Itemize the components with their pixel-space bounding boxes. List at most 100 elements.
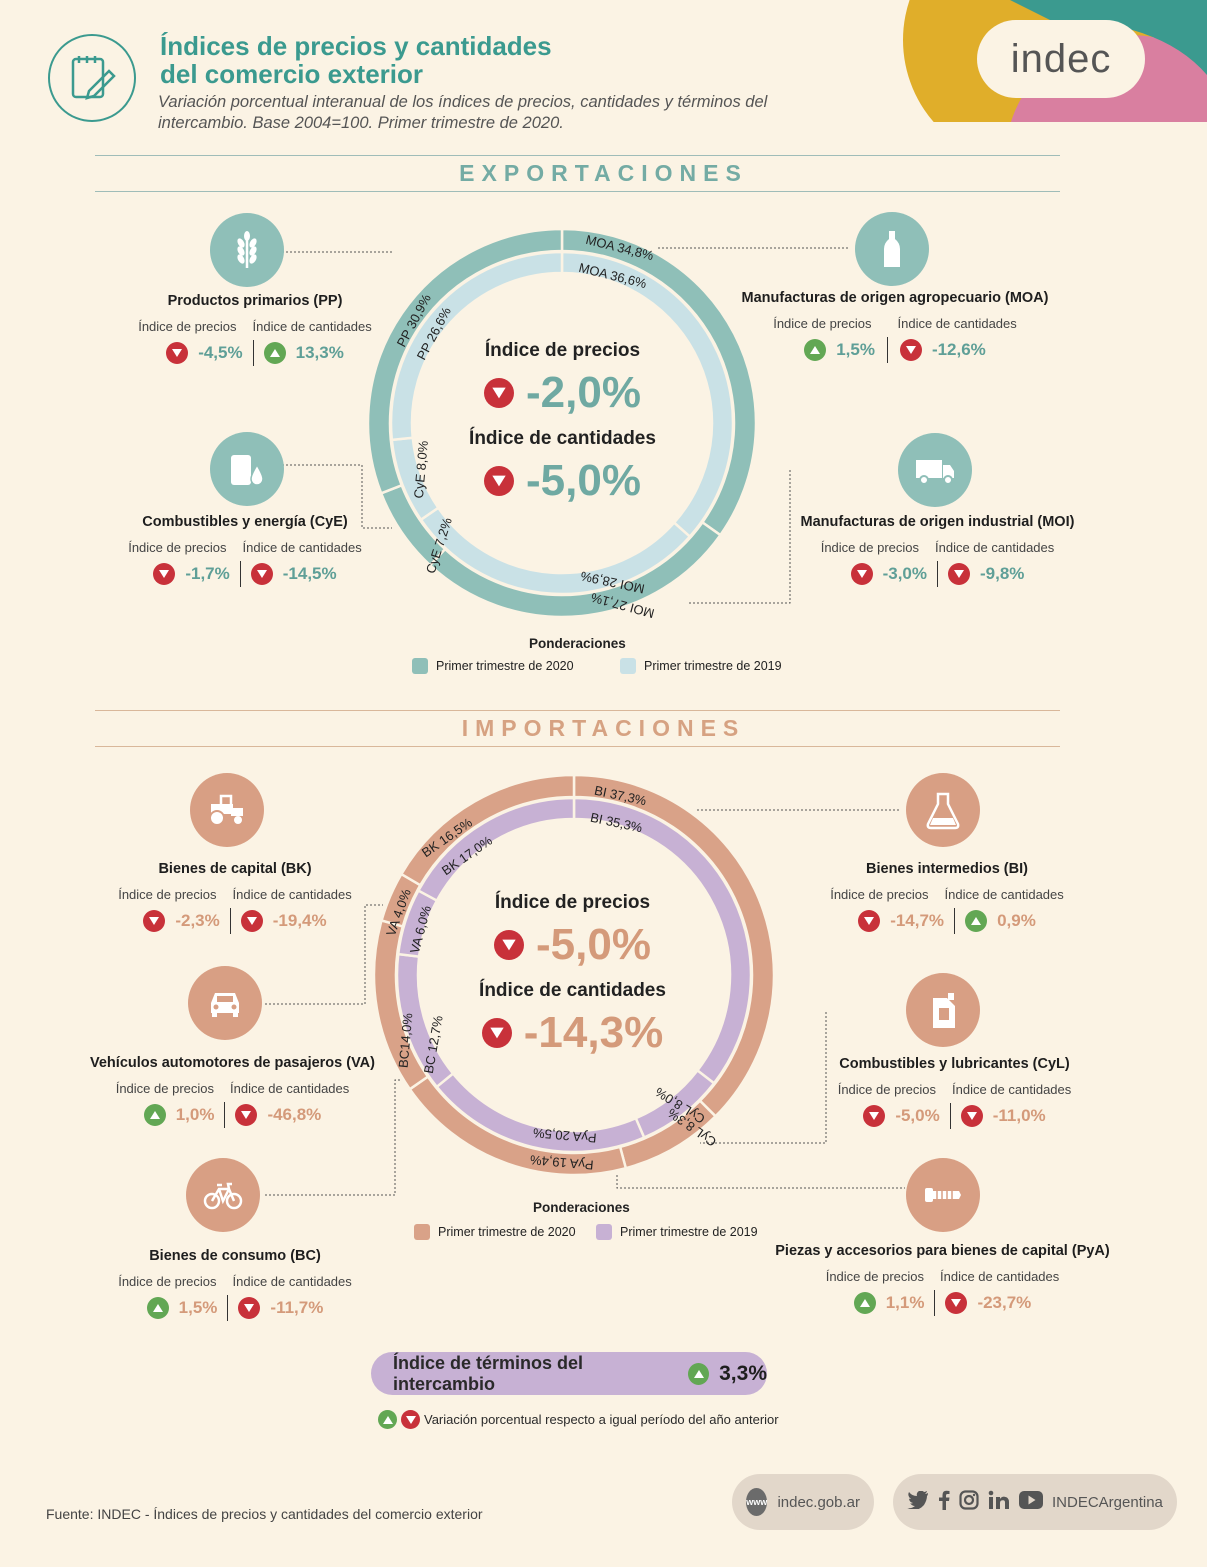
value-separator <box>229 908 231 934</box>
arrow-down-icon <box>166 342 189 364</box>
category-moa: Manufacturas de origen agropecuario (MOA… <box>740 290 1050 363</box>
arrow-up-icon <box>263 342 286 364</box>
category-name: Bienes de consumo (BC) <box>149 1248 321 1264</box>
arrow-down-icon <box>484 378 515 408</box>
value-separator <box>224 1102 226 1128</box>
divider <box>95 155 1060 156</box>
legend-item-2019: Primer trimestre de 2019 <box>596 1224 758 1240</box>
category-name: Combustibles y lubricantes (CyL) <box>839 1056 1070 1072</box>
arrow-down-icon <box>863 1105 886 1127</box>
bicycle-icon <box>186 1158 260 1232</box>
arrow-down-icon <box>850 563 873 585</box>
legend-item-2020: Primer trimestre de 2020 <box>412 658 574 674</box>
precios-label: Índice de precios <box>138 319 237 334</box>
value-separator <box>949 1103 951 1129</box>
precios-label: Índice de precios <box>773 316 872 331</box>
precios-label: Índice de precios <box>118 887 217 902</box>
linkedin-icon[interactable] <box>988 1490 1010 1515</box>
screw-icon <box>906 1158 980 1232</box>
arrow-up-icon <box>688 1362 710 1385</box>
category-va: Vehículos automotores de pasajeros (VA) … <box>90 1055 375 1128</box>
category-pp: Productos primarios (PP) Índice de preci… <box>130 293 380 366</box>
exportaciones-title: EXPORTACIONES <box>459 160 748 186</box>
value-separator <box>937 561 938 587</box>
page-title: Índices de precios y cantidades del come… <box>160 32 552 88</box>
precios-label: Índice de precios <box>128 540 227 555</box>
facebook-icon[interactable] <box>938 1490 950 1515</box>
social-handle: INDECArgentina <box>1052 1493 1163 1511</box>
category-name: Manufacturas de origen agropecuario (MOA… <box>741 290 1049 306</box>
legend-label: Primer trimestre de 2020 <box>436 659 574 673</box>
center-cantidades-value: -14,3% <box>523 1008 664 1057</box>
title-line-2: del comercio exterior <box>160 59 423 89</box>
footnote: Variación porcentual respecto a igual pe… <box>378 1410 779 1429</box>
arrow-up-icon <box>143 1104 166 1126</box>
arrow-down-icon <box>250 563 273 585</box>
ponderaciones-label: Ponderaciones <box>533 1200 630 1215</box>
instagram-icon[interactable] <box>959 1489 979 1515</box>
precios-label: Índice de precios <box>118 1274 217 1289</box>
twitter-icon[interactable] <box>907 1490 929 1514</box>
category-name: Manufacturas de origen industrial (MOI) <box>800 514 1075 530</box>
center-precios-value-row: -5,0% <box>440 920 705 970</box>
precios-value: 1,5% <box>836 340 875 359</box>
precios-value: 1,0% <box>175 1105 215 1124</box>
logo-text: indec <box>1010 36 1112 81</box>
category-name: Bienes de capital (BK) <box>158 861 312 877</box>
category-cyl: Combustibles y lubricantes (CyL) Índice … <box>812 1056 1097 1129</box>
cantidades-value: -9,8% <box>980 564 1025 583</box>
tractor-icon <box>190 773 264 847</box>
ponderaciones-label: Ponderaciones <box>529 636 626 651</box>
category-name: Piezas y accesorios para bienes de capit… <box>775 1243 1110 1259</box>
cantidades-value: 0,9% <box>997 911 1036 930</box>
exportaciones-center: Índice de precios -2,0% Índice de cantid… <box>440 340 685 506</box>
arrow-down-icon <box>899 339 922 361</box>
center-precios-value: -5,0% <box>536 920 651 969</box>
imp-ring-2019-segment-bk <box>416 796 576 903</box>
precios-value: -4,5% <box>198 343 243 362</box>
youtube-icon[interactable] <box>1019 1490 1043 1514</box>
cantidades-label: Índice de cantidades <box>940 1269 1060 1284</box>
document-edit-icon <box>48 34 136 122</box>
cantidades-value: -46,8% <box>267 1105 322 1124</box>
divider <box>95 710 1060 711</box>
title-line-1: Índices de precios y cantidades <box>160 31 552 61</box>
cantidades-value: -23,7% <box>977 1293 1032 1312</box>
arrow-down-icon <box>153 563 176 585</box>
value-separator <box>239 561 241 587</box>
arrow-down-icon <box>235 1104 258 1126</box>
precios-value: -5,0% <box>895 1106 940 1125</box>
category-cye: Combustibles y energía (CyE) Índice de p… <box>120 514 370 587</box>
source-text: Fuente: INDEC - Índices de precios y can… <box>46 1506 483 1522</box>
arrow-down-icon <box>240 910 263 932</box>
precios-label: Índice de precios <box>820 540 919 555</box>
category-name: Combustibles y energía (CyE) <box>142 514 348 530</box>
precios-value: 1,5% <box>178 1298 218 1317</box>
terminos-value: 3,3% <box>719 1361 767 1385</box>
website-link[interactable]: www indec.gob.ar <box>732 1474 874 1530</box>
flask-icon <box>906 773 980 847</box>
indec-logo[interactable]: indec <box>977 20 1145 98</box>
category-name: Bienes intermedios (BI) <box>866 861 1028 877</box>
precios-label: Índice de precios <box>825 1269 924 1284</box>
cantidades-value: -12,6% <box>931 340 986 359</box>
legend-swatch <box>414 1224 430 1240</box>
arrow-up-icon <box>804 339 827 361</box>
jerrycan-icon <box>906 973 980 1047</box>
page-subtitle: Variación porcentual interanual de los í… <box>158 93 768 132</box>
arrow-down-icon <box>960 1105 983 1127</box>
globe-icon: www <box>746 1488 768 1516</box>
category-name: Vehículos automotores de pasajeros (VA) <box>90 1055 375 1071</box>
cantidades-label: Índice de cantidades <box>935 540 1055 555</box>
arrow-down-icon <box>945 1292 968 1314</box>
terminos-label: Índice de términos del intercambio <box>393 1352 584 1394</box>
precios-label: Índice de precios <box>830 887 929 902</box>
legend-label: Primer trimestre de 2020 <box>438 1225 576 1239</box>
cantidades-label: Índice de cantidades <box>232 887 352 902</box>
arrow-down-icon <box>401 1410 420 1429</box>
precios-value: -3,0% <box>882 564 927 583</box>
legend-swatch <box>412 658 428 674</box>
website-text: indec.gob.ar <box>777 1493 860 1511</box>
precios-value: -2,3% <box>175 911 220 930</box>
precios-value: -14,7% <box>890 911 945 930</box>
